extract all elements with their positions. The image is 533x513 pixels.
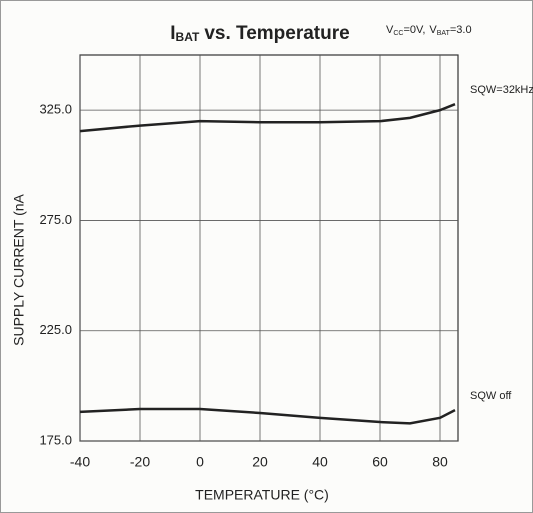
x-tick-label: 40 [312,454,328,470]
title-text: vs. Temperature [204,23,349,44]
series-line [79,407,456,425]
x-tick-label: -40 [70,454,90,470]
x-tick-label: 20 [252,454,268,470]
x-axis-label: TEMPERATURE (°C) [195,487,329,503]
cond-text: =3.0 [450,24,472,36]
title-subscript: BAT [176,30,200,44]
cond-text: =0V, [403,24,425,36]
chart-title: IBAT vs. Temperature [170,23,349,44]
x-tick-label: 80 [432,454,448,470]
cond-symbol: V [429,24,437,36]
series-line [79,103,456,133]
cond-subscript: BAT [437,30,451,37]
x-tick-label: 0 [196,454,204,470]
cond-subscript: CC [393,30,403,37]
y-tick-label: 225.0 [39,322,72,337]
y-tick-label: 325.0 [39,102,72,117]
series-label: SQW=32kHz [470,84,533,96]
cond-symbol: V [386,24,394,36]
conditions: VCC=0V, VBAT=3.0 [386,24,472,37]
series-label: SQW off [470,390,512,402]
y-tick-label: 175.0 [39,432,72,447]
x-tick-label: -20 [130,454,150,470]
x-tick-label: 60 [372,454,388,470]
title-symbol: I [170,23,175,44]
y-axis-label: SUPPLY CURRENT (nA [11,193,27,345]
y-tick-label: 275.0 [39,212,72,227]
